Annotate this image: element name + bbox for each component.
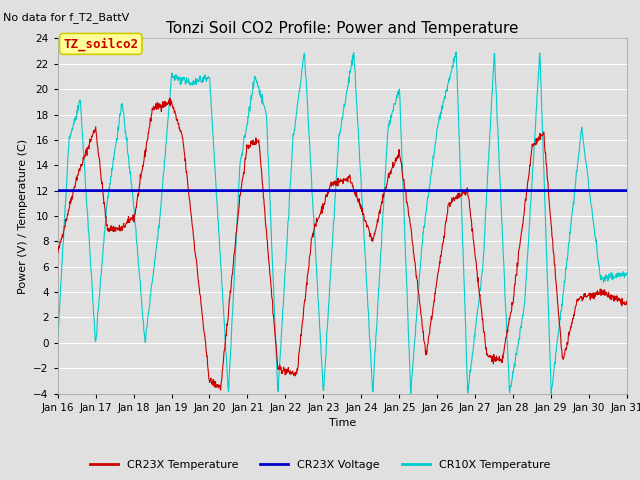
Text: TZ_soilco2: TZ_soilco2 [63,37,138,50]
X-axis label: Time: Time [329,418,356,428]
Legend: CR23X Temperature, CR23X Voltage, CR10X Temperature: CR23X Temperature, CR23X Voltage, CR10X … [86,456,554,474]
Title: Tonzi Soil CO2 Profile: Power and Temperature: Tonzi Soil CO2 Profile: Power and Temper… [166,21,518,36]
Text: No data for f_T2_BattV: No data for f_T2_BattV [3,12,129,23]
Y-axis label: Power (V) / Temperature (C): Power (V) / Temperature (C) [18,138,28,294]
